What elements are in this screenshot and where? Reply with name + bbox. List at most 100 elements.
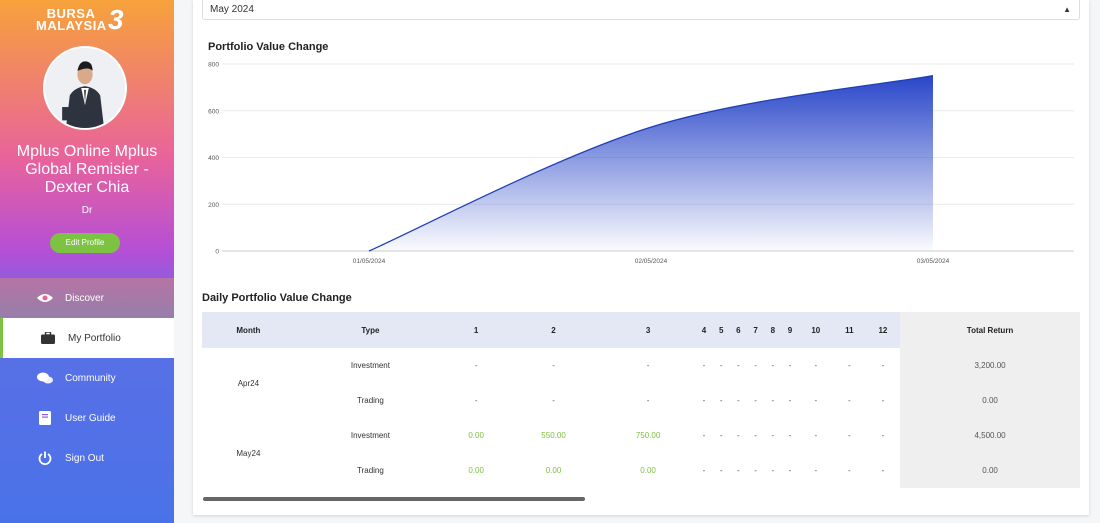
x-tick-label: 02/05/2024 <box>635 258 668 265</box>
value-cell: - <box>788 396 792 405</box>
value-cell: - <box>754 361 757 370</box>
value-cell: - <box>754 396 757 405</box>
type-cell: Investment <box>350 361 390 370</box>
logo-mark: 3 <box>108 4 124 35</box>
value-cell: - <box>814 361 818 370</box>
power-icon <box>30 451 60 465</box>
value-cell: - <box>814 466 818 475</box>
x-tick-label: 01/05/2024 <box>353 258 386 265</box>
nav-item-discover[interactable]: Discover <box>0 278 174 318</box>
total-return-cell: 3,200.00 <box>900 348 1080 383</box>
bursa-malaysia-logo[interactable]: BURSA MALAYSIA 3 <box>36 6 136 34</box>
column-header: 3 <box>600 312 696 348</box>
y-tick-label: 800 <box>208 62 219 69</box>
portfolio-value-chart: 0 200 400 600 800 01/05/2024 02/05/2024 03/05/… <box>208 62 1074 265</box>
month-cell: May24 <box>236 448 261 458</box>
book-icon <box>30 411 60 425</box>
value-cell: - <box>881 431 885 440</box>
person-photo-icon <box>45 48 125 128</box>
type-cell: Trading <box>357 396 384 405</box>
table-row: Trading 0.00 0.00 0.00 - - - - - - - - - 0.00 <box>202 453 1080 488</box>
value-cell: - <box>771 361 775 370</box>
value-cell: - <box>848 396 851 405</box>
horizontal-scrollbar[interactable] <box>203 497 585 501</box>
value-cell: - <box>848 466 851 475</box>
chart-title: Portfolio Value Change <box>208 41 329 53</box>
value-cell: 0.00 <box>468 466 484 475</box>
value-cell: - <box>737 396 740 405</box>
value-cell: - <box>552 361 555 370</box>
value-cell: - <box>771 396 775 405</box>
total-return-cell: 0.00 <box>900 453 1080 488</box>
value-cell: - <box>719 466 723 475</box>
sidebar-nav: Discover My Portfolio Community User Gui… <box>0 278 174 478</box>
value-cell: - <box>788 466 792 475</box>
value-cell: - <box>719 361 723 370</box>
value-cell: - <box>881 396 885 405</box>
nav-label: User Guide <box>65 412 116 424</box>
value-cell: - <box>702 396 706 405</box>
value-cell: - <box>474 396 478 405</box>
sidebar: BURSA MALAYSIA 3 Mplus Online Mplus Glob… <box>0 0 174 523</box>
value-cell: - <box>737 431 740 440</box>
edit-profile-button[interactable]: Edit Profile <box>50 233 120 253</box>
value-cell: - <box>646 396 650 405</box>
month-select[interactable]: May 2024 ▲ <box>202 0 1080 20</box>
column-header: 11 <box>833 312 866 348</box>
table-row: Trading - - - - - - - - - - - - 0.00 <box>202 383 1080 418</box>
value-cell: - <box>646 361 650 370</box>
value-cell: 0.00 <box>545 466 562 475</box>
column-header: 2 <box>506 312 601 348</box>
x-tick-label: 03/05/2024 <box>917 258 950 265</box>
nav-item-my-portfolio[interactable]: My Portfolio <box>0 318 174 358</box>
column-header: 6 <box>729 312 747 348</box>
column-header: 7 <box>746 312 765 348</box>
column-header: Type <box>294 312 447 348</box>
column-header: 8 <box>764 312 782 348</box>
table-row: Apr24 Investment - - - - - - - - - - - - 3,200.00 <box>202 348 1080 388</box>
chart-area <box>369 75 933 251</box>
table-title: Daily Portfolio Value Change <box>202 292 352 304</box>
nav-label: Discover <box>65 292 104 304</box>
column-header: 5 <box>712 312 730 348</box>
value-cell: - <box>737 361 740 370</box>
total-return-cell: 0.00 <box>900 383 1080 418</box>
y-tick-label: 600 <box>208 108 219 115</box>
value-cell: - <box>552 396 555 405</box>
logo-line2: MALAYSIA <box>36 18 107 33</box>
sort-caret-icon: ▲ <box>1063 5 1071 14</box>
value-cell: - <box>881 361 885 370</box>
type-cell: Investment <box>350 431 390 440</box>
logo-line1: BURSA <box>46 6 96 21</box>
value-cell: - <box>814 396 818 405</box>
user-title: Dr <box>81 205 93 216</box>
daily-value-table: Month Type 1 2 3 4 5 6 7 8 9 10 11 12 Total Return Apr… <box>202 312 1080 488</box>
value-cell: - <box>702 466 706 475</box>
value-cell: - <box>719 396 723 405</box>
value-cell: - <box>814 431 818 440</box>
value-cell: 550.00 <box>541 431 566 440</box>
value-cell: - <box>771 466 775 475</box>
nav-label: My Portfolio <box>68 332 121 344</box>
eye-icon <box>30 293 60 303</box>
value-cell: - <box>771 431 775 440</box>
value-cell: - <box>754 431 757 440</box>
nav-item-user-guide[interactable]: User Guide <box>0 398 174 438</box>
table-header-row: Month Type 1 2 3 4 5 6 7 8 9 10 11 12 Total Return <box>202 312 1080 348</box>
column-header: 1 <box>446 312 507 348</box>
total-return-cell: 4,500.00 <box>900 418 1080 453</box>
value-cell: - <box>702 361 706 370</box>
value-cell: - <box>719 431 723 440</box>
column-header: Month <box>202 312 295 348</box>
y-tick-label: 400 <box>208 155 219 162</box>
value-cell: - <box>848 431 851 440</box>
avatar <box>43 46 127 130</box>
nav-item-sign-out[interactable]: Sign Out <box>0 438 174 478</box>
value-cell: - <box>737 466 740 475</box>
column-header: 12 <box>865 312 901 348</box>
chat-bubbles-icon <box>30 372 60 384</box>
nav-item-community[interactable]: Community <box>0 358 174 398</box>
nav-label: Community <box>65 372 116 384</box>
value-cell: - <box>754 466 757 475</box>
column-header: 10 <box>798 312 833 348</box>
